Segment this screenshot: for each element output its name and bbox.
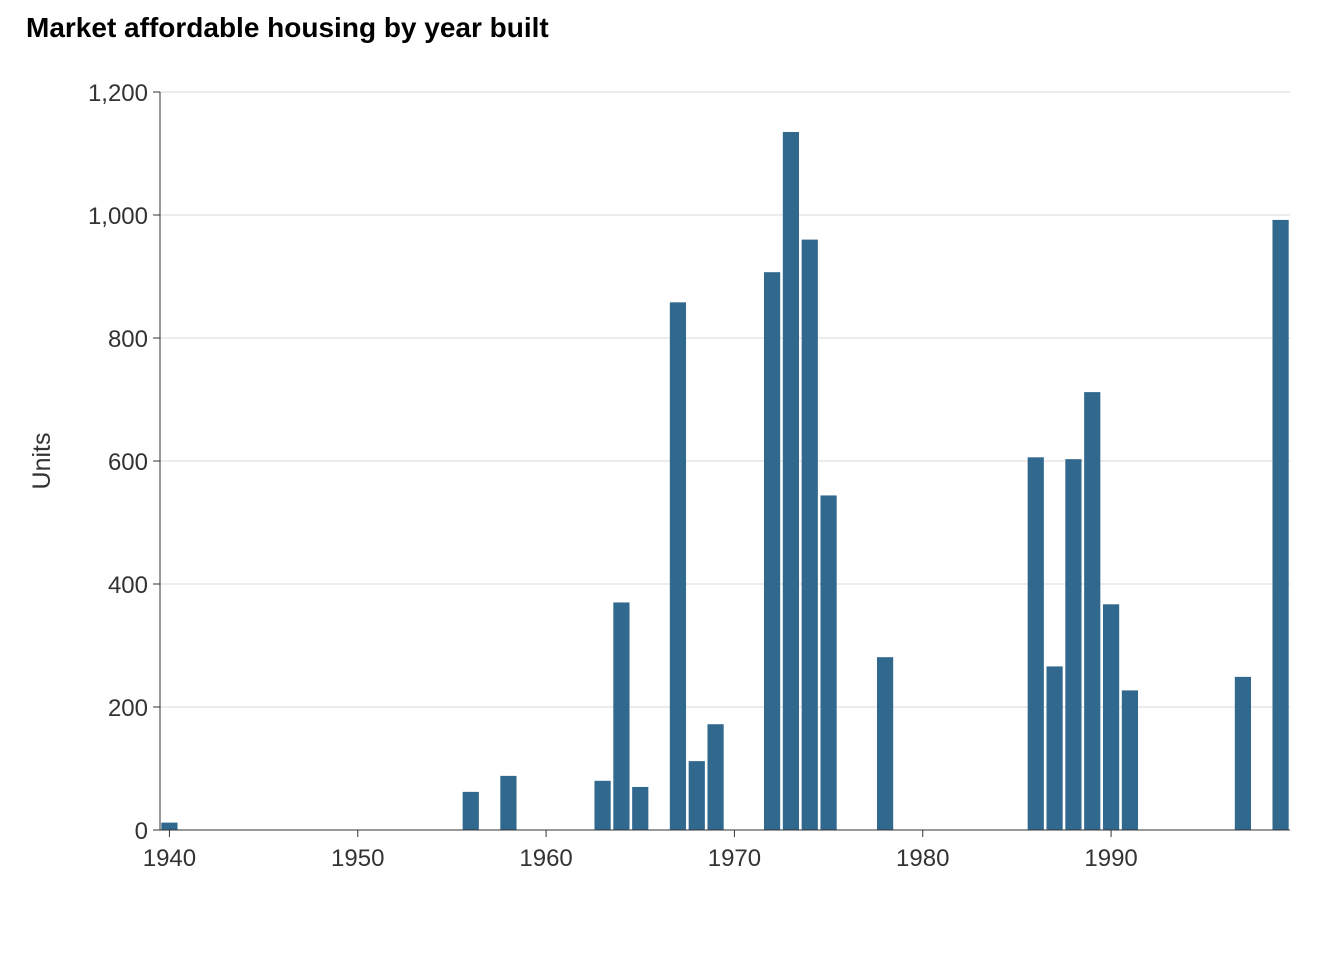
x-tick-label: 1940 [143,845,196,872]
y-tick-label: 800 [108,326,148,353]
y-tick-label: 0 [135,818,148,845]
bar-1956 [462,791,479,830]
y-tick-label: 200 [108,695,148,722]
bar-1964 [613,602,630,830]
bar-1986 [1027,457,1044,830]
x-tick-label: 1950 [331,845,384,872]
y-tick-label: 1,200 [88,80,148,107]
gridlines [160,91,1290,708]
x-tick-label: 1970 [708,845,761,872]
bar-1967 [669,302,687,831]
bar-1940 [161,822,178,830]
bar-1991 [1121,690,1139,830]
x-tick-label: 1960 [519,845,572,872]
bar-1997 [1234,676,1252,830]
bar-1989 [1084,392,1101,830]
x-tick-label: 1990 [1084,845,1137,872]
bar-1988 [1065,459,1082,830]
bar-1968 [688,761,705,830]
bars [161,131,1289,831]
bar-1965 [632,786,649,830]
bar-1969 [707,724,724,830]
bar-1999 [1272,219,1289,831]
bar-1963 [594,780,611,830]
x-tick-label: 1980 [896,845,949,872]
y-tick-label: 1,000 [88,203,148,230]
bar-1975 [820,495,837,830]
bar-1978 [876,657,894,830]
axes [153,91,1290,837]
bar-1987 [1046,666,1063,830]
bar-1974 [801,239,818,831]
y-tick-label: 400 [108,572,148,599]
y-tick-label: 600 [108,449,148,476]
tick-labels: 0 200 400 600 800 1,000 1,200 1940 1950 1960 1970 1… [88,80,1138,872]
y-axis-title: Units [28,433,56,490]
bar-1958 [500,775,517,830]
chart-title: Market affordable housing by year built [26,12,549,43]
bar-1990 [1102,604,1120,830]
bar-1973 [782,131,800,831]
bar-1972 [763,272,781,830]
